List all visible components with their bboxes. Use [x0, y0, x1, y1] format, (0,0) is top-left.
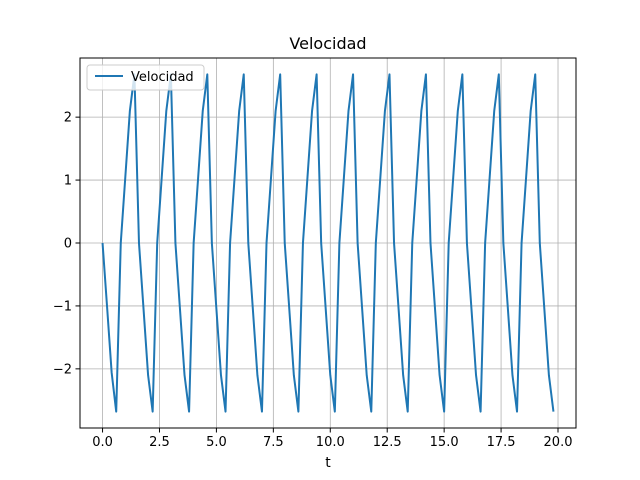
legend-entry: Velocidad [131, 70, 194, 85]
y-tick-label: −1 [53, 299, 72, 314]
legend: Velocidad [86, 64, 205, 91]
x-tick-label: 17.5 [487, 435, 516, 450]
x-tick-label: 12.5 [373, 435, 402, 450]
y-tick-label: 0 [64, 237, 72, 252]
x-tick-label: 5.0 [206, 435, 227, 450]
x-tick-label: 20.0 [544, 435, 573, 450]
y-tick-label: −2 [53, 362, 72, 377]
x-tick-label: 15.0 [430, 435, 459, 450]
x-tick-label: 2.5 [149, 435, 170, 450]
x-axis-label: t [325, 455, 331, 471]
y-tick-label: 1 [64, 174, 72, 189]
x-axis-ticks: 0.0 2.5 5.0 7.5 10.0 12.5 15.0 17.5 20.0 [92, 428, 572, 450]
grid-lines [80, 58, 576, 428]
y-tick-label: 2 [64, 111, 72, 126]
series-layer [101, 73, 555, 413]
x-tick-label: 0.0 [92, 435, 113, 450]
x-tick-label: 10.0 [316, 435, 345, 450]
y-axis-ticks: −2 −1 0 1 2 [53, 111, 80, 377]
x-tick-label: 7.5 [263, 435, 284, 450]
chart-title: Velocidad [289, 34, 366, 53]
series-line-velocidad [101, 73, 555, 413]
legend-frame [86, 64, 205, 91]
